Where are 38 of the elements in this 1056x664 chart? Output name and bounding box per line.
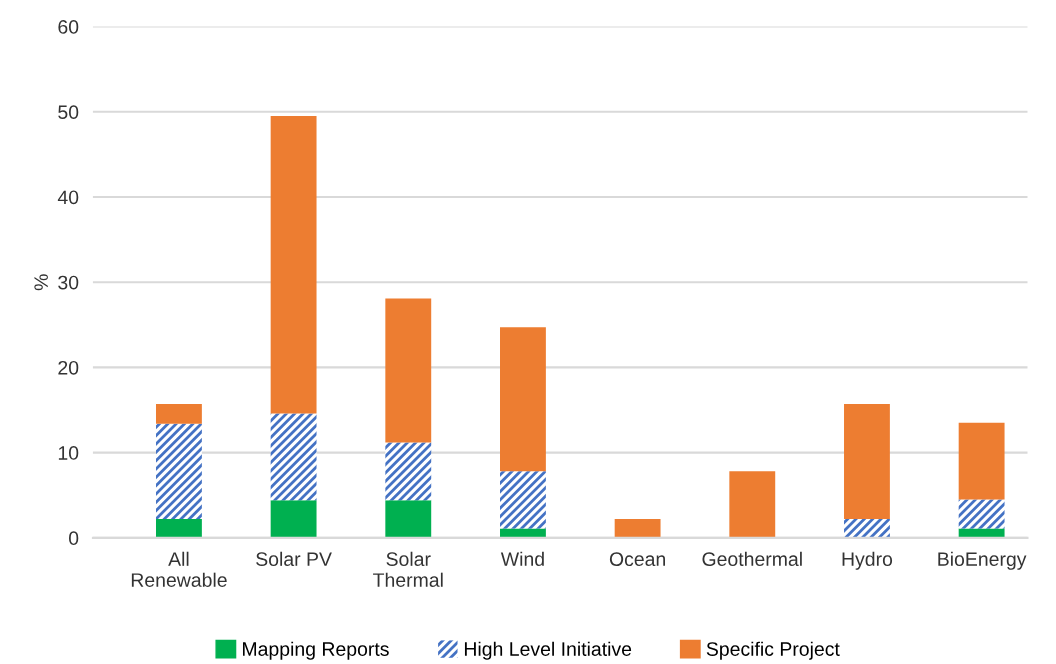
y-axis-title: % — [34, 274, 48, 291]
bar — [156, 404, 202, 424]
bar — [385, 500, 432, 538]
legend-label: High Level Initiative — [464, 641, 632, 660]
bar — [156, 519, 202, 538]
bar — [500, 528, 546, 538]
bar — [844, 404, 890, 520]
bar — [500, 471, 546, 529]
y-tick-label: 50 — [58, 105, 79, 120]
y-tick-label: 20 — [58, 360, 79, 375]
bar — [156, 423, 202, 520]
x-tick-label: All Renewable — [131, 551, 227, 587]
bar — [614, 519, 661, 538]
y-tick-label: 60 — [58, 20, 79, 34]
bar — [844, 519, 890, 538]
x-tick-label: Ocean — [609, 552, 665, 567]
bar — [958, 422, 1005, 500]
bar — [500, 327, 546, 472]
x-tick-label: Hydro — [842, 551, 893, 570]
bar — [385, 442, 432, 501]
bar — [958, 528, 1005, 538]
bar — [270, 116, 317, 414]
bar — [729, 471, 776, 538]
y-tick-label: 40 — [57, 190, 79, 205]
x-tick-label: Wind — [500, 551, 544, 567]
bar — [270, 413, 317, 501]
legend-label: Specific Project — [706, 641, 840, 660]
bar — [385, 298, 432, 443]
y-tick-label: 0 — [68, 531, 79, 546]
bar — [958, 499, 1005, 529]
x-tick-label: Solar PV — [256, 551, 332, 567]
x-tick-label: Geothermal — [702, 551, 802, 567]
legend-label: Mapping Reports — [243, 641, 389, 660]
y-tick-label: 30 — [58, 275, 79, 290]
x-tick-label: Solar Thermal — [373, 551, 443, 587]
bar — [270, 500, 317, 538]
x-tick-label: BioEnergy — [938, 551, 1027, 570]
y-tick-label: 10 — [58, 446, 79, 460]
